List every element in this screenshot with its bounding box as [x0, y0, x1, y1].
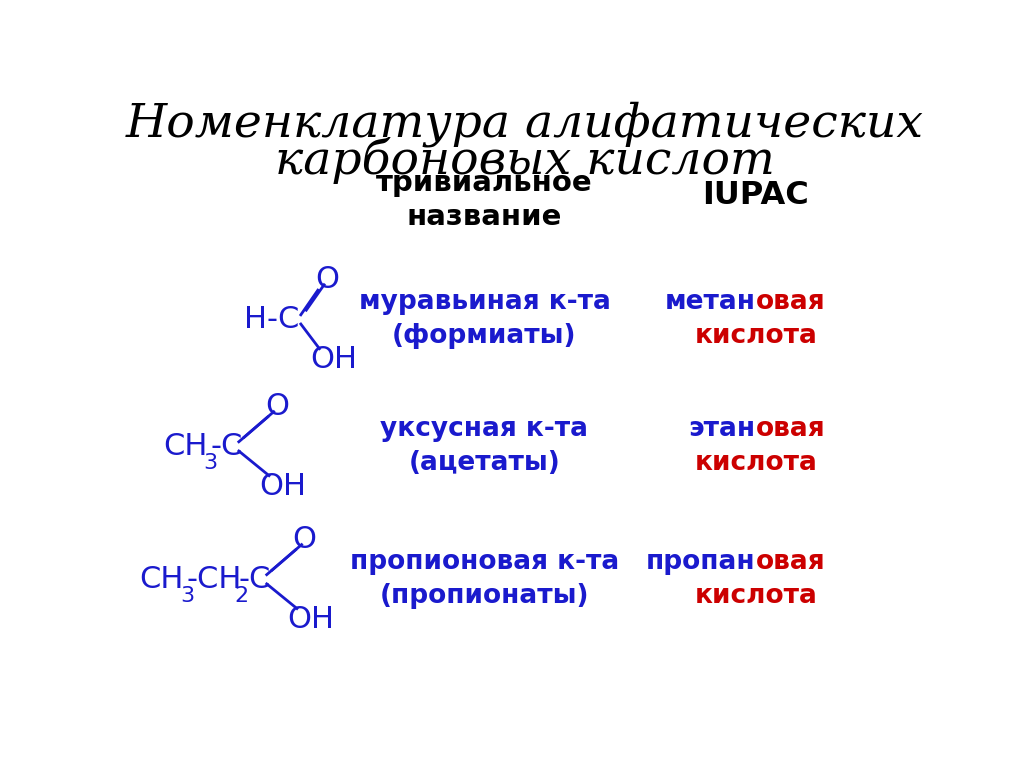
Text: овая: овая — [756, 549, 825, 575]
Text: карбоновых кислот: карбоновых кислот — [274, 137, 775, 184]
Text: OH: OH — [310, 345, 357, 374]
Text: кислота: кислота — [694, 324, 817, 349]
Text: овая: овая — [756, 289, 825, 315]
Text: O: O — [315, 265, 339, 294]
Text: кислота: кислота — [694, 450, 817, 476]
Text: -CH: -CH — [186, 565, 242, 594]
Text: O: O — [265, 392, 289, 421]
Text: 3: 3 — [203, 453, 217, 473]
Text: кислота: кислота — [694, 583, 817, 609]
Text: H-C: H-C — [245, 305, 300, 334]
Text: (пропионаты): (пропионаты) — [380, 583, 589, 609]
Text: пропионовая к-та: пропионовая к-та — [350, 549, 620, 575]
Text: IUPAC: IUPAC — [702, 179, 809, 211]
Text: OH: OH — [288, 605, 335, 634]
Text: OH: OH — [259, 472, 306, 501]
Text: -C: -C — [239, 565, 271, 594]
Text: O: O — [293, 525, 316, 554]
Text: (формиаты): (формиаты) — [392, 324, 577, 349]
Text: муравьиная к-та: муравьиная к-та — [358, 289, 610, 315]
Text: пропан: пропан — [646, 549, 756, 575]
Text: уксусная к-та: уксусная к-та — [381, 416, 589, 443]
Text: метан: метан — [665, 289, 756, 315]
Text: -C: -C — [211, 432, 244, 461]
Text: CH: CH — [163, 432, 207, 461]
Text: 2: 2 — [234, 586, 248, 606]
Text: 3: 3 — [180, 586, 195, 606]
Text: этан: этан — [688, 416, 756, 443]
Text: (ацетаты): (ацетаты) — [409, 450, 560, 476]
Text: тривиальное
название: тривиальное название — [376, 169, 593, 231]
Text: CH: CH — [139, 565, 184, 594]
Text: Номенклатура алифатических: Номенклатура алифатических — [126, 101, 924, 147]
Text: овая: овая — [756, 416, 825, 443]
